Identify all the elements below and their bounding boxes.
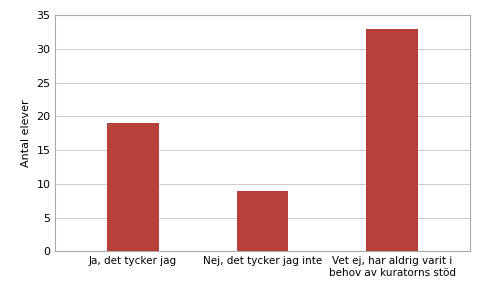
Y-axis label: Antal elever: Antal elever	[21, 99, 31, 167]
Bar	[107, 123, 158, 251]
Bar	[236, 191, 288, 251]
Bar	[365, 29, 417, 251]
